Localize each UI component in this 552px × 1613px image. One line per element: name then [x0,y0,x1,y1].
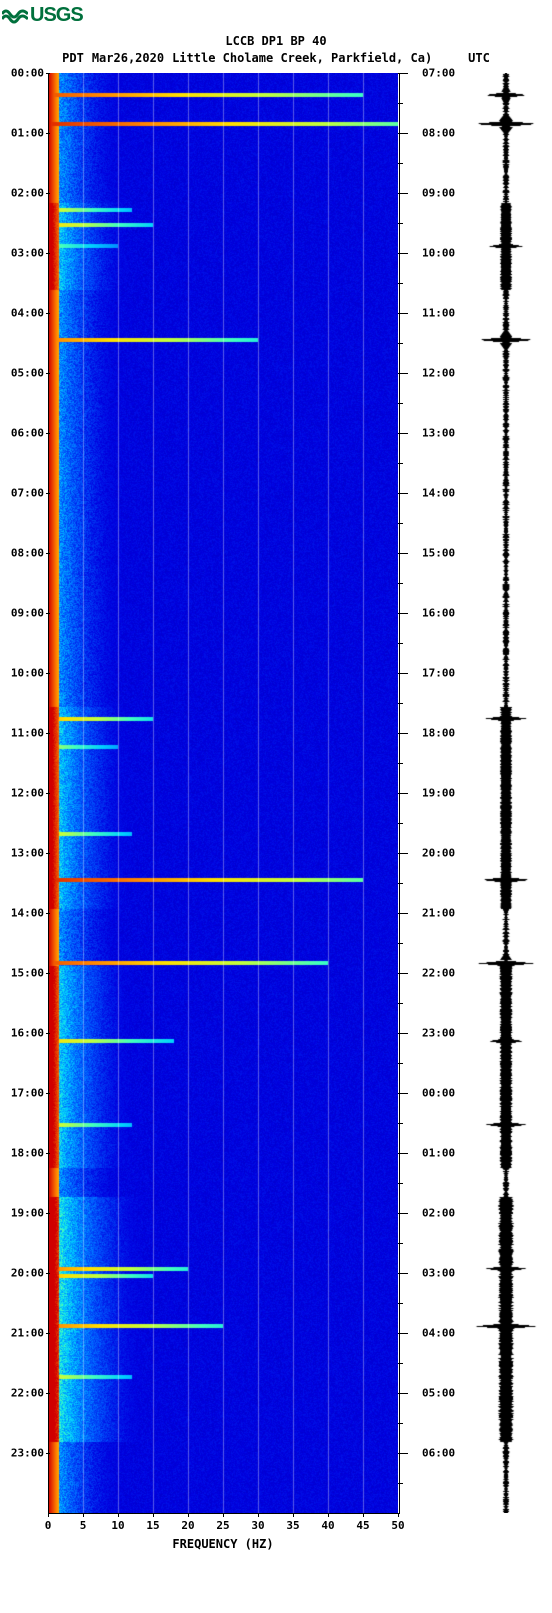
y-left-hour: 04:00 [11,306,44,319]
y-right-hour: 19:00 [422,786,455,799]
x-tick-label: 20 [181,1519,194,1532]
y-right-hour: 16:00 [422,606,455,619]
tz-left: PDT [62,50,84,67]
x-tick-label: 50 [391,1519,404,1532]
y-left-hour: 23:00 [11,1446,44,1459]
y-right-hour: 22:00 [422,966,455,979]
y-left-hour: 12:00 [11,786,44,799]
y-left-hour: 05:00 [11,366,44,379]
x-axis-title: FREQUENCY (HZ) [48,1537,398,1551]
y-right-hour: 13:00 [422,426,455,439]
y-right-hour: 07:00 [422,66,455,79]
x-tick-label: 35 [286,1519,299,1532]
y-left-hour: 06:00 [11,426,44,439]
y-right-hour: 11:00 [422,306,455,319]
y-left-hour: 00:00 [11,66,44,79]
y-right-hour: 12:00 [422,366,455,379]
date: Mar26,2020 [92,50,164,67]
y-left-hour: 03:00 [11,246,44,259]
y-left-hour: 22:00 [11,1386,44,1399]
y-right-hour: 10:00 [422,246,455,259]
x-tick-label: 45 [356,1519,369,1532]
x-tick-label: 10 [111,1519,124,1532]
y-left-hour: 10:00 [11,666,44,679]
x-tick-label: 0 [45,1519,52,1532]
y-left-hour: 02:00 [11,186,44,199]
y-right-hour: 23:00 [422,1026,455,1039]
y-right-hour: 21:00 [422,906,455,919]
y-left-hour: 16:00 [11,1026,44,1039]
y-left-hour: 15:00 [11,966,44,979]
y-right-hour: 18:00 [422,726,455,739]
y-left-hour: 01:00 [11,126,44,139]
x-tick-label: 40 [321,1519,334,1532]
seismogram-canvas [470,73,542,1513]
x-tick-label: 5 [80,1519,87,1532]
y-left-hour: 09:00 [11,606,44,619]
y-right-hour: 00:00 [422,1086,455,1099]
x-tick-label: 25 [216,1519,229,1532]
spectrogram-canvas [48,73,398,1513]
y-right-hour: 17:00 [422,666,455,679]
y-right-hour: 06:00 [422,1446,455,1459]
y-right-hour: 20:00 [422,846,455,859]
y-right-labels: 07:0008:0009:0010:0011:0012:0013:0014:00… [420,73,460,1513]
y-left-hour: 14:00 [11,906,44,919]
y-right-hour: 09:00 [422,186,455,199]
y-right-hour: 02:00 [422,1206,455,1219]
y-left-hour: 13:00 [11,846,44,859]
y-left-hour: 08:00 [11,546,44,559]
y-right-hour: 01:00 [422,1146,455,1159]
y-left-hour: 21:00 [11,1326,44,1339]
usgs-logo: USGS [0,0,552,27]
y-left-labels: 00:0001:0002:0003:0004:0005:0006:0007:00… [0,73,46,1513]
x-tick-label: 15 [146,1519,159,1532]
x-tick-label: 30 [251,1519,264,1532]
y-left-hour: 11:00 [11,726,44,739]
wave-icon [2,7,28,25]
plot-area: 00:00 01:00 02:00 03:00 04:00 05:00 06:00 07:00… [0,67,552,1587]
y-right-hour: 15:00 [422,546,455,559]
y-left-hour: 19:00 [11,1206,44,1219]
y-left-hour: 17:00 [11,1086,44,1099]
y-right-hour: 03:00 [422,1266,455,1279]
y-left-hour: 18:00 [11,1146,44,1159]
y-left-hour: 20:00 [11,1266,44,1279]
tz-right: UTC [468,50,490,67]
plot-header: LCCB DP1 BP 40 PDT Mar26,2020 Little Cho… [0,33,552,67]
y-right-hour: 08:00 [422,126,455,139]
station-code: LCCB DP1 BP 40 [0,33,552,50]
y-right-hour: 14:00 [422,486,455,499]
station: Little Cholame Creek, Parkfield, Ca) [172,50,432,67]
logo-text: USGS [30,4,83,27]
y-right-hour: 05:00 [422,1386,455,1399]
y-left-hour: 07:00 [11,486,44,499]
y-right-hour: 04:00 [422,1326,455,1339]
